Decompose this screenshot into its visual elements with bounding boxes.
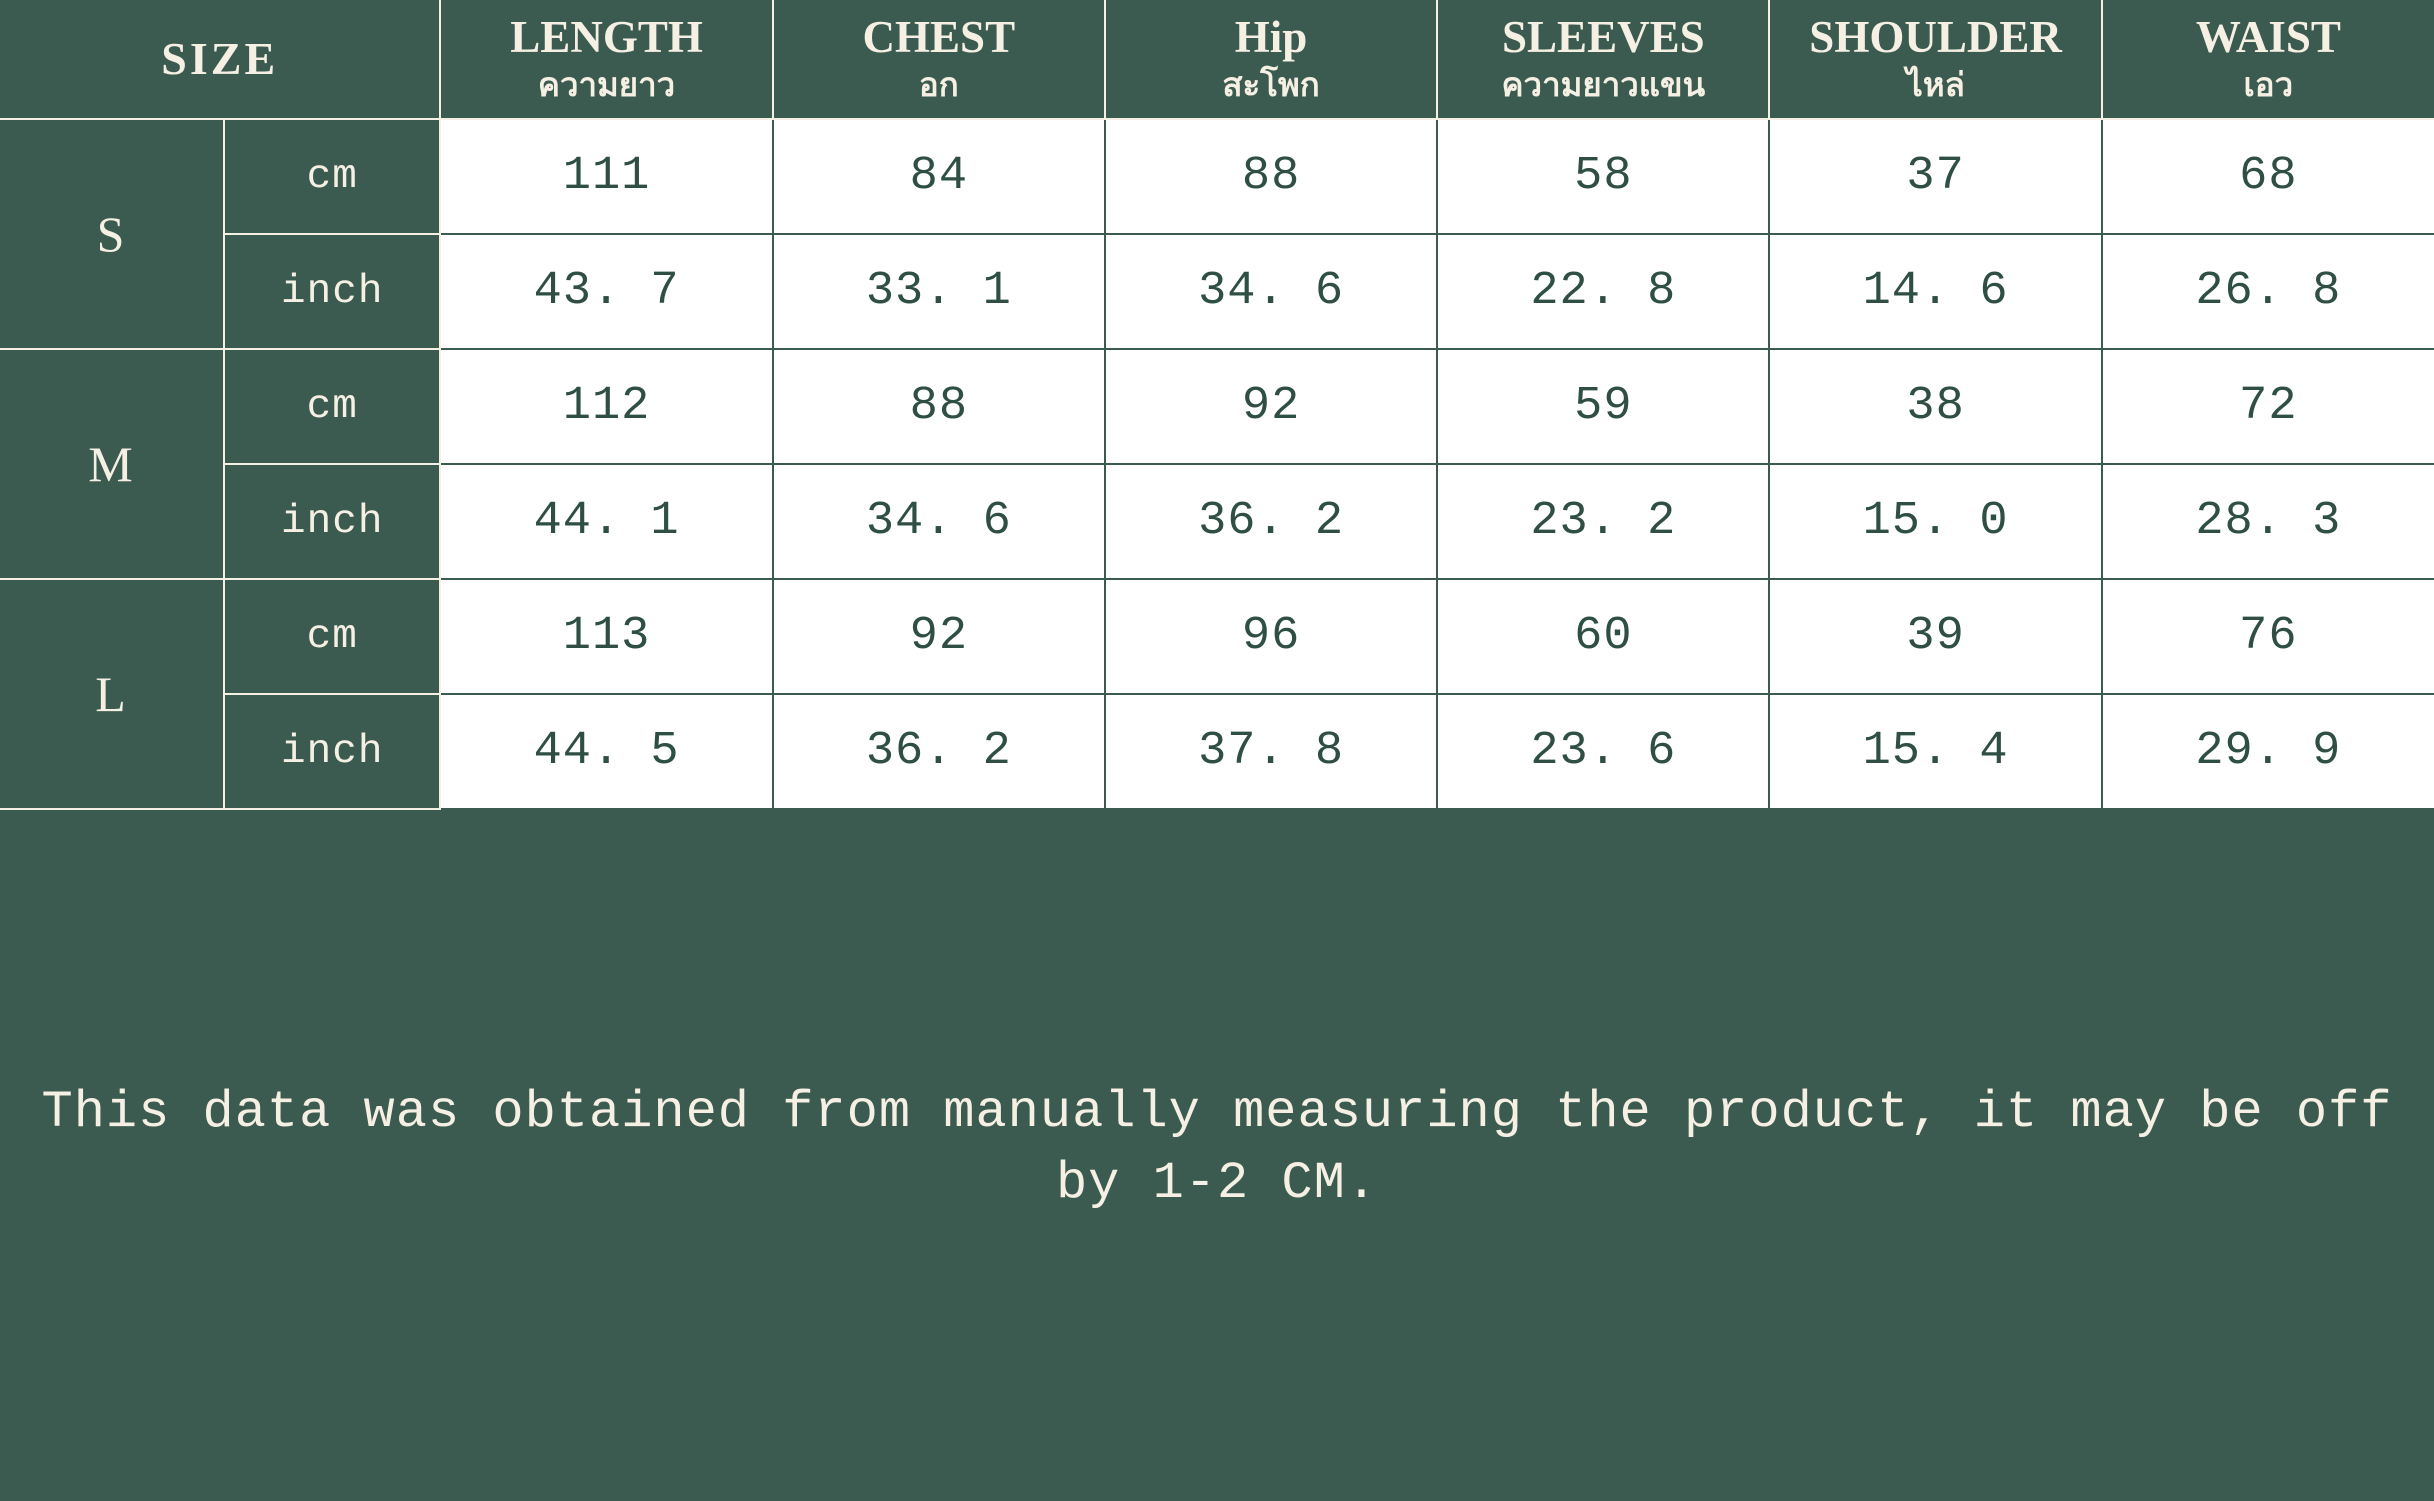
table-row: M cm 112 88 92 59 38 72	[0, 349, 2434, 580]
cell-s-inch-chest: 33. 1	[772, 234, 1106, 350]
header-col-chest-th: อก	[918, 64, 959, 104]
cell-m-cm-shoulder: 38	[1769, 349, 2103, 465]
cell-l-inch-waist: 29. 9	[2101, 694, 2434, 810]
header-col-shoulder-th: ไหล่	[1906, 64, 1965, 104]
header-col-sleeves-en: SLEEVES	[1502, 11, 1705, 62]
cell-m-cm-hip: 92	[1104, 349, 1439, 465]
cell-m-inch-chest: 34. 6	[772, 464, 1106, 580]
header-col-length-en: LENGTH	[510, 11, 703, 62]
header-col-waist-en: WAIST	[2195, 11, 2341, 62]
size-label-l: L	[0, 579, 226, 810]
cell-s-inch-sleeves: 22. 8	[1437, 234, 1771, 350]
cell-l-inch-sleeves: 23. 6	[1437, 694, 1771, 810]
table-row: inch 43. 7 33. 1 34. 6 22. 8 14. 6 26. 8	[0, 233, 2434, 350]
cell-l-inch-length: 44. 5	[440, 694, 774, 810]
cell-m-inch-hip: 36. 2	[1104, 464, 1439, 580]
cell-s-inch-length: 43. 7	[440, 234, 774, 350]
header-col-hip-th: สะโพก	[1222, 64, 1320, 104]
table-body: S cm 111 84 88 58 37 68 inch 43. 7 33. 1…	[0, 119, 2434, 810]
header-col-hip-en: Hip	[1234, 11, 1308, 62]
table-row: inch 44. 1 34. 6 36. 2 23. 2 15. 0 28. 3	[0, 463, 2434, 580]
size-label-s: S	[0, 119, 226, 350]
cell-s-inch-hip: 34. 6	[1104, 234, 1439, 350]
unit-label-cm: cm	[224, 579, 442, 694]
unit-label-cm: cm	[224, 119, 442, 234]
cell-l-cm-waist: 76	[2101, 579, 2434, 695]
header-col-chest: CHEST อก	[772, 0, 1106, 120]
cell-s-cm-sleeves: 58	[1437, 119, 1771, 235]
size-label-m: M	[0, 349, 226, 580]
cell-s-inch-shoulder: 14. 6	[1769, 234, 2103, 350]
header-col-hip: Hip สะโพก	[1104, 0, 1439, 120]
unit-label-inch: inch	[224, 463, 442, 580]
cell-m-cm-waist: 72	[2101, 349, 2434, 465]
size-table: SIZE LENGTH ความยาว CHEST อก Hip สะโพก S…	[0, 0, 2434, 810]
cell-s-cm-hip: 88	[1104, 119, 1439, 235]
cell-l-cm-chest: 92	[772, 579, 1106, 695]
cell-m-inch-length: 44. 1	[440, 464, 774, 580]
unit-label-inch: inch	[224, 693, 442, 810]
header-size-label: SIZE	[161, 33, 279, 84]
cell-l-inch-shoulder: 15. 4	[1769, 694, 2103, 810]
header-row: SIZE LENGTH ความยาว CHEST อก Hip สะโพก S…	[0, 0, 2434, 120]
header-col-waist: WAIST เอว	[2101, 0, 2434, 120]
cell-m-cm-length: 112	[440, 349, 774, 465]
header-col-sleeves-th: ความยาวแขน	[1501, 64, 1706, 104]
header-col-sleeves: SLEEVES ความยาวแขน	[1437, 0, 1771, 120]
cell-s-cm-waist: 68	[2101, 119, 2434, 235]
cell-m-inch-sleeves: 23. 2	[1437, 464, 1771, 580]
cell-l-inch-hip: 37. 8	[1104, 694, 1439, 810]
header-size-cell: SIZE	[0, 0, 442, 120]
cell-m-inch-shoulder: 15. 0	[1769, 464, 2103, 580]
cell-m-inch-waist: 28. 3	[2101, 464, 2434, 580]
header-col-shoulder: SHOULDER ไหล่	[1769, 0, 2103, 120]
cell-l-cm-hip: 96	[1104, 579, 1439, 695]
cell-s-cm-shoulder: 37	[1769, 119, 2103, 235]
header-col-waist-th: เอว	[2243, 64, 2294, 104]
cell-m-cm-chest: 88	[772, 349, 1106, 465]
header-col-chest-en: CHEST	[862, 11, 1016, 62]
table-row: inch 44. 5 36. 2 37. 8 23. 6 15. 4 29. 9	[0, 693, 2434, 810]
cell-s-cm-length: 111	[440, 119, 774, 235]
cell-m-cm-sleeves: 59	[1437, 349, 1771, 465]
table-row: L cm 113 92 96 60 39 76	[0, 579, 2434, 810]
unit-label-inch: inch	[224, 233, 442, 350]
cell-s-cm-chest: 84	[772, 119, 1106, 235]
cell-s-inch-waist: 26. 8	[2101, 234, 2434, 350]
cell-l-cm-shoulder: 39	[1769, 579, 2103, 695]
unit-label-cm: cm	[224, 349, 442, 464]
footer-disclaimer-text: This data was obtained from manually mea…	[41, 1083, 2393, 1213]
table-header: SIZE LENGTH ความยาว CHEST อก Hip สะโพก S…	[0, 0, 2434, 120]
cell-l-cm-sleeves: 60	[1437, 579, 1771, 695]
footer-disclaimer: This data was obtained from manually mea…	[0, 810, 2434, 1501]
cell-l-cm-length: 113	[440, 579, 774, 695]
header-col-length-th: ความยาว	[537, 64, 676, 104]
cell-l-inch-chest: 36. 2	[772, 694, 1106, 810]
header-col-shoulder-en: SHOULDER	[1809, 11, 2062, 62]
table-row: S cm 111 84 88 58 37 68	[0, 119, 2434, 350]
header-col-length: LENGTH ความยาว	[440, 0, 774, 120]
